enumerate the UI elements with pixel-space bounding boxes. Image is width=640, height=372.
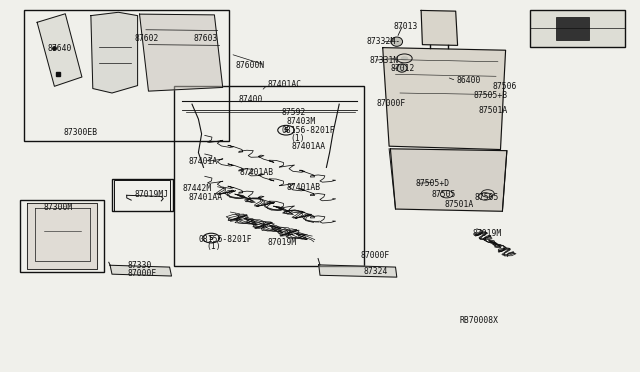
Text: (1): (1) bbox=[207, 242, 221, 251]
Text: 87506: 87506 bbox=[493, 82, 517, 91]
Text: 87012: 87012 bbox=[390, 64, 415, 73]
Text: 87603: 87603 bbox=[193, 34, 218, 43]
Text: 87000F: 87000F bbox=[376, 99, 406, 108]
Polygon shape bbox=[110, 265, 172, 276]
Text: 87505+D: 87505+D bbox=[416, 179, 450, 188]
Text: 08156-8201F: 08156-8201F bbox=[198, 235, 252, 244]
Bar bbox=[114, 180, 170, 211]
Text: 87300M: 87300M bbox=[44, 203, 73, 212]
Text: 87019M: 87019M bbox=[268, 238, 297, 247]
Text: 86400: 86400 bbox=[456, 76, 481, 85]
Bar bbox=[112, 179, 173, 211]
Bar bbox=[20, 200, 104, 272]
Text: 87401A: 87401A bbox=[189, 157, 218, 166]
Text: 87000F: 87000F bbox=[360, 251, 390, 260]
Bar bbox=[556, 17, 589, 40]
Text: 87332M-: 87332M- bbox=[366, 37, 400, 46]
Polygon shape bbox=[27, 203, 97, 269]
Ellipse shape bbox=[397, 64, 407, 72]
Text: 87013: 87013 bbox=[394, 22, 418, 31]
Text: 87592: 87592 bbox=[282, 108, 306, 117]
Text: 87019MJ: 87019MJ bbox=[134, 190, 168, 199]
Text: 87501A: 87501A bbox=[479, 106, 508, 115]
Polygon shape bbox=[319, 265, 397, 277]
Bar bbox=[530, 10, 625, 46]
Text: 87324: 87324 bbox=[364, 267, 388, 276]
Ellipse shape bbox=[391, 37, 403, 46]
Text: 87000F: 87000F bbox=[128, 269, 157, 278]
Text: (1): (1) bbox=[290, 134, 305, 143]
Text: 87442M: 87442M bbox=[182, 185, 212, 193]
Polygon shape bbox=[37, 14, 82, 86]
Text: 87401AB: 87401AB bbox=[286, 183, 320, 192]
Text: 87600N: 87600N bbox=[236, 61, 265, 70]
Text: RB70008X: RB70008X bbox=[460, 316, 499, 325]
Text: 87505: 87505 bbox=[475, 193, 499, 202]
Text: 87400: 87400 bbox=[239, 95, 263, 104]
Polygon shape bbox=[390, 149, 507, 211]
Bar bbox=[174, 86, 364, 266]
Text: 87331N: 87331N bbox=[369, 56, 399, 65]
Text: 87505+B: 87505+B bbox=[474, 92, 508, 100]
Text: 87505: 87505 bbox=[432, 190, 456, 199]
Text: 87403M: 87403M bbox=[286, 117, 316, 126]
Text: 87330: 87330 bbox=[128, 261, 152, 270]
Text: S: S bbox=[284, 127, 289, 133]
Text: 87501A: 87501A bbox=[445, 200, 474, 209]
Text: 87401AA: 87401AA bbox=[189, 193, 223, 202]
Polygon shape bbox=[383, 48, 506, 150]
Text: 87602: 87602 bbox=[134, 34, 159, 43]
Polygon shape bbox=[140, 14, 223, 91]
Text: 87401AB: 87401AB bbox=[240, 168, 274, 177]
Text: 87401AA: 87401AA bbox=[291, 142, 325, 151]
Text: 87401AC: 87401AC bbox=[268, 80, 301, 89]
Text: S: S bbox=[209, 235, 214, 241]
Polygon shape bbox=[421, 10, 458, 45]
Polygon shape bbox=[91, 12, 138, 93]
Text: 87019M: 87019M bbox=[472, 229, 502, 238]
Bar bbox=[24, 10, 229, 141]
Circle shape bbox=[401, 56, 408, 61]
Text: 08156-8201F: 08156-8201F bbox=[282, 126, 335, 135]
Text: 87300EB: 87300EB bbox=[64, 128, 98, 137]
Text: 87640: 87640 bbox=[48, 44, 72, 53]
